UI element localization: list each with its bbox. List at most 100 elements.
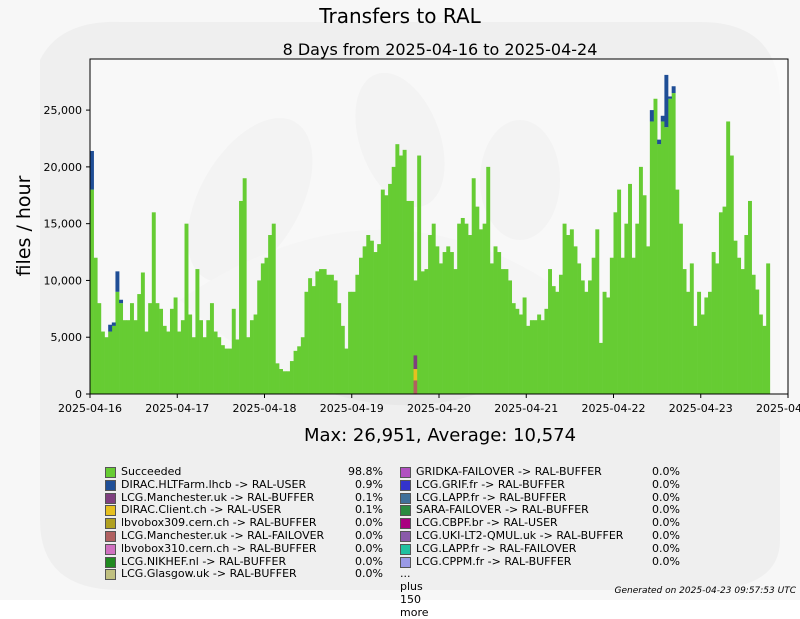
bar-0-66 (329, 274, 334, 394)
legend-label: LCG.GRIF.fr -> RAL-BUFFER (416, 477, 565, 491)
bar-0-21 (166, 331, 171, 394)
legend-label: DIRAC.Client.ch -> RAL-USER (121, 503, 282, 517)
legend-label: LCG.Manchester.uk -> RAL-BUFFER (121, 490, 315, 504)
bar-0-144 (613, 212, 618, 394)
bar-1-0 (90, 150, 94, 190)
legend-label: LCG.LAPP.fr -> RAL-BUFFER (416, 490, 567, 504)
bar-0-4 (104, 337, 109, 394)
legend-label: LCG.CBPF.br -> RAL-USER (416, 516, 558, 530)
bar-0-103 (464, 223, 469, 394)
bar-0-138 (591, 257, 596, 394)
bar-0-177 (733, 240, 738, 394)
bar-0-34 (213, 331, 218, 394)
x-tick-label-6: 2025-04-22 (582, 402, 646, 415)
bar-0-123 (537, 314, 542, 394)
bar-0-19 (159, 308, 164, 394)
legend-swatch (105, 543, 116, 555)
bar-0-24 (177, 331, 182, 394)
legend-swatch (400, 518, 411, 530)
bar-0-8 (119, 303, 124, 394)
bar-0-38 (228, 348, 233, 394)
bar-0-173 (718, 212, 723, 394)
bar-1-160 (671, 86, 676, 94)
bar-0-148 (628, 183, 632, 394)
bar-0-161 (675, 189, 680, 394)
bar-0-31 (202, 337, 207, 394)
bar-0-22 (169, 308, 174, 394)
bar-0-44 (249, 320, 254, 394)
legend-swatch (400, 492, 411, 504)
bar-0-110 (489, 263, 494, 394)
bar-0-174 (722, 206, 727, 394)
legend-percent: 0.9% (355, 477, 383, 491)
bar-0-107 (478, 229, 483, 394)
bar-0-43 (246, 337, 251, 394)
x-tick-label-0: 2025-04-16 (58, 402, 122, 415)
legend-swatch (105, 492, 116, 504)
bar-0-42 (242, 178, 247, 394)
bar-0-16 (148, 303, 153, 394)
legend-percent: 0.1% (355, 490, 383, 504)
legend-label: LCG.UKI-LT2-QMUL.uk -> RAL-BUFFER (416, 529, 624, 542)
bar-0-0 (90, 189, 94, 394)
chart-subtitle: 8 Days from 2025-04-16 to 2025-04-24 (282, 40, 598, 59)
bar-0-80 (380, 189, 385, 394)
bar-1-6 (111, 322, 116, 326)
bar-0-101 (457, 223, 462, 394)
legend-percent: 0.0% (652, 554, 680, 568)
bar-0-121 (529, 320, 534, 394)
bar-0-75 (362, 246, 367, 394)
bar-0-99 (449, 252, 454, 394)
bar-0-151 (638, 166, 643, 394)
legend-percent: 0.0% (355, 541, 383, 555)
bar-0-163 (682, 269, 687, 394)
bar-0-156 (657, 144, 662, 394)
bar-0-133 (573, 246, 578, 394)
bar-0-106 (475, 206, 480, 394)
legend-percent: 0.0% (652, 465, 680, 478)
bar-0-41 (239, 200, 243, 394)
legend-percent: 0.0% (652, 477, 680, 491)
bar-0-77 (369, 240, 374, 394)
bar-0-18 (155, 303, 160, 394)
bar-0-11 (129, 303, 134, 394)
bar-0-32 (206, 320, 211, 394)
bar-0-57 (297, 346, 302, 394)
bar-0-166 (693, 325, 698, 394)
bar-0-112 (497, 252, 502, 394)
bar-0-79 (377, 244, 382, 394)
bar-0-55 (289, 361, 294, 394)
legend-swatch (400, 543, 411, 555)
x-tick-label-2: 2025-04-18 (233, 402, 297, 415)
bar-0-71 (348, 291, 353, 394)
bar-0-167 (697, 291, 702, 394)
legend-swatch (400, 479, 411, 491)
legend-swatch (105, 505, 116, 517)
legend-label: Succeeded (121, 465, 182, 478)
bar-0-108 (482, 223, 487, 394)
bar-0-51 (275, 363, 280, 394)
bar-0-130 (562, 223, 567, 394)
bar-0-60 (308, 278, 313, 394)
bar-1-5 (108, 324, 113, 332)
legend-percent: 0.0% (652, 541, 680, 555)
spike-segment-0 (413, 380, 418, 394)
bar-0-78 (373, 252, 378, 394)
legend-label: LCG.NIKHEF.nl -> RAL-BUFFER (121, 554, 287, 568)
bar-0-86 (402, 149, 407, 394)
bar-0-84 (395, 144, 400, 394)
bar-0-5 (108, 331, 113, 394)
bar-0-131 (566, 235, 571, 394)
bar-0-117 (515, 308, 520, 394)
bar-0-73 (355, 274, 360, 394)
bar-0-76 (366, 235, 371, 394)
bar-1-154 (649, 110, 654, 122)
bar-0-153 (646, 246, 651, 394)
bar-0-129 (558, 274, 563, 394)
bar-0-58 (300, 337, 305, 394)
bar-0-68 (337, 303, 342, 394)
y-tick-label-0: 0 (75, 388, 82, 401)
bar-0-30 (199, 320, 203, 394)
bar-0-17 (151, 212, 156, 394)
bar-0-176 (729, 155, 734, 394)
